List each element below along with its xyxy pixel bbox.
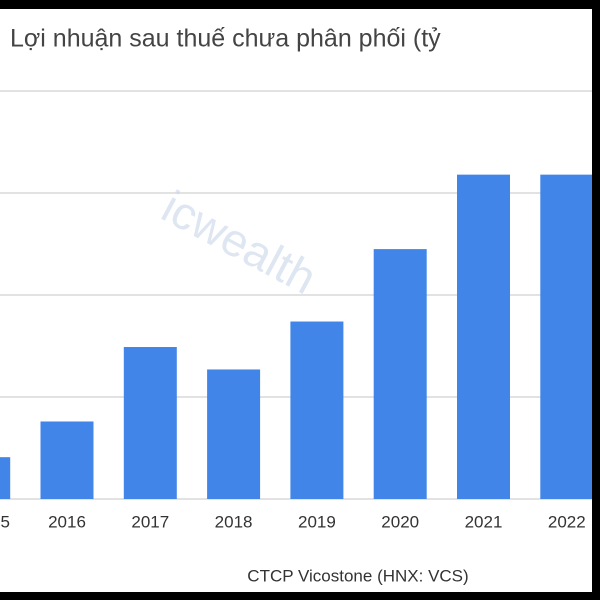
x-tick-label: 2021 bbox=[465, 512, 503, 531]
x-tick-label: 2016 bbox=[48, 512, 86, 531]
x-tick-label: 2020 bbox=[381, 512, 419, 531]
bar bbox=[373, 249, 427, 499]
x-tick-label: 2017 bbox=[131, 512, 169, 531]
bar bbox=[207, 369, 261, 499]
bar bbox=[457, 174, 510, 499]
frame bbox=[592, 0, 600, 600]
x-axis-label: CTCP Vicostone (HNX: VCS) bbox=[247, 566, 468, 585]
bar bbox=[0, 457, 11, 499]
x-tick-label: 2018 bbox=[215, 512, 253, 531]
bar bbox=[123, 347, 177, 499]
bar bbox=[290, 321, 344, 499]
x-tick-label: 2019 bbox=[298, 512, 336, 531]
x-tick-label: 2022 bbox=[548, 512, 586, 531]
chart-title: Lợi nhuận sau thuế chưa phân phối (tỷ bbox=[10, 25, 441, 53]
plot-area: 5 2016 2017 2018 2019 2020 2021 2022 bbox=[0, 90, 594, 531]
x-tick-label: 5 bbox=[1, 512, 10, 531]
bar bbox=[540, 174, 594, 499]
bar bbox=[40, 421, 94, 499]
